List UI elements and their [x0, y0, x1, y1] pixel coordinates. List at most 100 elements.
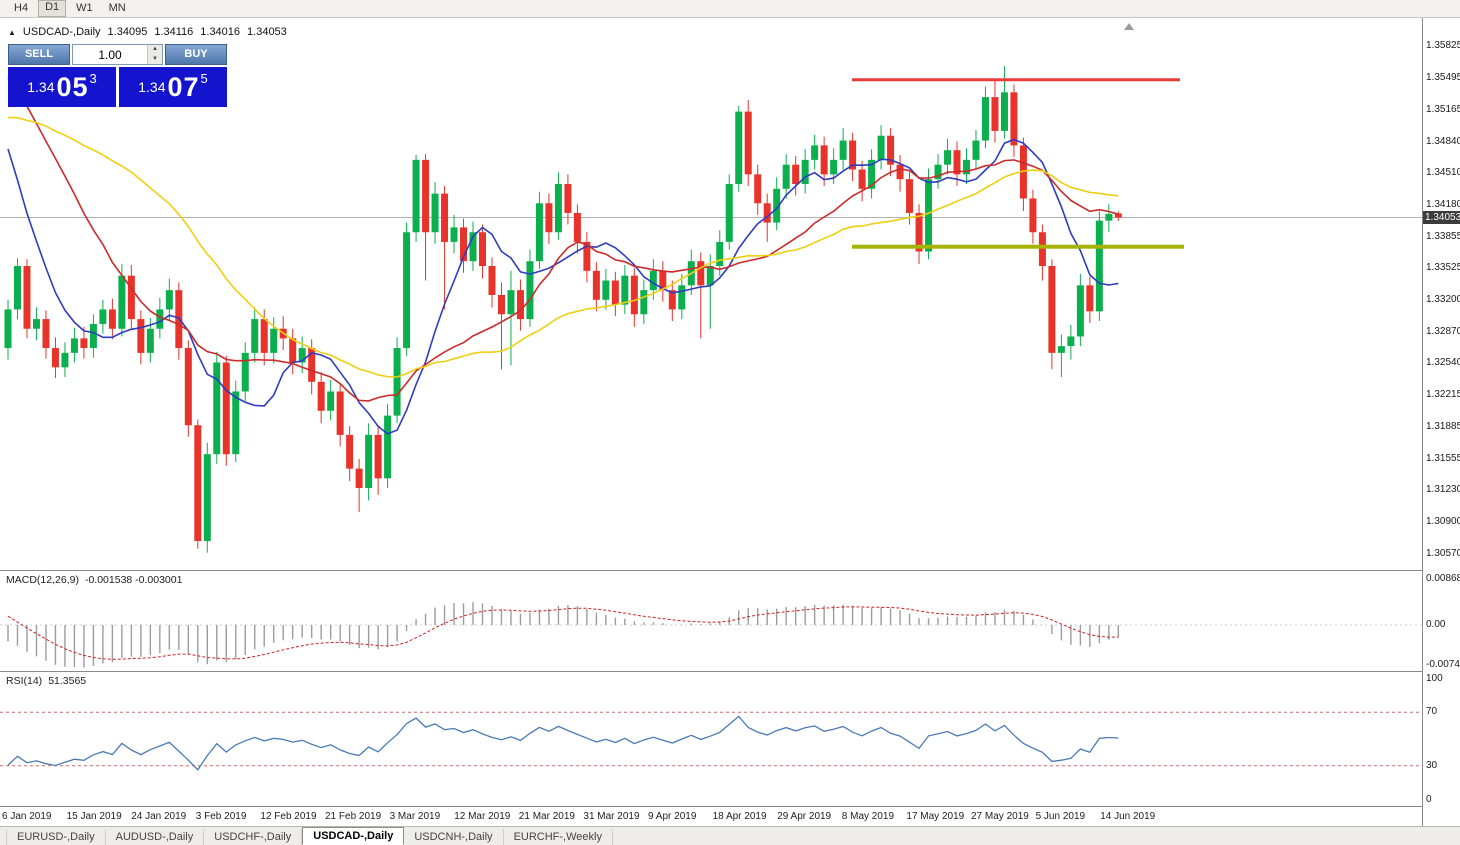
- candle-bull: [1067, 336, 1075, 347]
- candle-bear: [289, 338, 297, 363]
- candle-bear: [564, 183, 572, 213]
- candle-bull: [450, 227, 458, 242]
- moving-average-slow-line: [7, 116, 1119, 378]
- candle-bear: [460, 227, 468, 262]
- chart-tab-audusd-daily[interactable]: AUDUSD-,Daily: [106, 829, 205, 845]
- price-axis-label: 1.35825: [1426, 40, 1460, 52]
- volume-input[interactable]: [73, 45, 147, 64]
- candle-bull: [251, 319, 259, 353]
- volume-spin-down-icon[interactable]: ▼: [148, 54, 162, 64]
- candle-bull: [99, 309, 107, 324]
- date-axis-label: 27 May 2019: [971, 811, 1029, 822]
- candle-bull: [298, 348, 306, 363]
- candle-bear: [127, 275, 135, 320]
- date-axis-label: 15 Jan 2019: [66, 811, 122, 822]
- price-axis-label: 1.34180: [1426, 199, 1460, 211]
- sell-price-display[interactable]: 1.34 05 3: [8, 67, 116, 107]
- candle-bull: [469, 232, 477, 262]
- pane-separator[interactable]: [0, 671, 1460, 672]
- buy-price-display[interactable]: 1.34 07 5: [119, 67, 227, 107]
- candle-bull: [773, 188, 781, 223]
- timeframe-button-mn[interactable]: MN: [108, 2, 126, 14]
- main-chart-canvas[interactable]: [0, 18, 1422, 570]
- candle-bear: [346, 434, 354, 469]
- date-axis-label: 17 May 2019: [906, 811, 965, 822]
- candle-bull: [1000, 92, 1008, 131]
- resistance-line[interactable]: [852, 78, 1180, 82]
- collapse-panel-icon[interactable]: ▲: [8, 27, 16, 37]
- chart-tab-usdchf-daily[interactable]: USDCHF-,Daily: [204, 829, 303, 845]
- candle-bull: [801, 159, 809, 184]
- rsi-name: RSI(14): [6, 675, 43, 687]
- date-axis[interactable]: 6 Jan 2019 15 Jan 2019 24 Jan 2019 3 Feb 20…: [0, 806, 1422, 826]
- price-axis-label: 1.33525: [1426, 262, 1460, 274]
- date-axis-label: 5 Jun 2019: [1035, 811, 1086, 822]
- moving-average-mid-line: [7, 77, 1119, 402]
- candle-bull: [13, 266, 21, 310]
- timeframe-button-d1[interactable]: D1: [38, 0, 67, 17]
- ohlc-close: 1.34053: [247, 26, 287, 38]
- price-axis-label: 1.31885: [1426, 420, 1460, 432]
- timeframe-button-h4[interactable]: H4: [14, 2, 29, 14]
- date-axis-label: 14 Jun 2019: [1100, 811, 1156, 822]
- chart-shift-marker[interactable]: [1124, 23, 1134, 30]
- candle-bull: [270, 328, 278, 353]
- candle-bull: [649, 270, 657, 291]
- price-axis-label: 1.34510: [1426, 167, 1460, 179]
- candle-bull: [393, 348, 401, 416]
- date-axis-label: 29 Apr 2019: [777, 811, 832, 822]
- candle-bull: [554, 183, 562, 233]
- candle-bear: [896, 164, 904, 180]
- candle-bear: [592, 270, 600, 300]
- one-click-trading-panel: SELL ▲ ▼ BUY 1.34 05 3 1.34: [8, 44, 227, 107]
- chart-ohlc-header: ▲ USDCAD-,Daily 1.34095 1.34116 1.34016 …: [8, 26, 287, 38]
- price-axis-label: 1.35495: [1426, 72, 1460, 84]
- rsi-pane-canvas[interactable]: [0, 672, 1422, 806]
- candle-bear: [887, 135, 895, 165]
- candle-bull: [365, 434, 373, 488]
- buy-button[interactable]: BUY: [165, 44, 227, 65]
- candle-bear: [260, 319, 268, 353]
- candle-bull: [403, 232, 411, 349]
- price-axis[interactable]: 1.34053 1.35825 1.35495 1.35165 1.34840 1.34…: [1422, 18, 1460, 826]
- chart-tab-usdcad-daily[interactable]: USDCAD-,Daily: [302, 827, 405, 845]
- macd-pane-canvas[interactable]: [0, 571, 1422, 671]
- chart-tab-eurusd-daily[interactable]: EURUSD-,Daily: [6, 829, 106, 845]
- candle-bull: [412, 159, 420, 233]
- rsi-scale-label: 0: [1426, 794, 1432, 805]
- candle-bear: [754, 174, 762, 204]
- candle-bear: [42, 319, 50, 349]
- date-axis-label: 18 Apr 2019: [712, 811, 767, 822]
- candle-bull: [811, 145, 819, 160]
- candle-bull: [1105, 213, 1113, 221]
- sell-button[interactable]: SELL: [8, 44, 70, 65]
- price-axis-label: 1.31230: [1426, 483, 1460, 495]
- pane-separator[interactable]: [0, 570, 1460, 571]
- timeframe-button-w1[interactable]: W1: [76, 2, 93, 14]
- candle-bear: [308, 348, 316, 382]
- candle-bull: [241, 352, 249, 392]
- macd-indicator-label: MACD(12,26,9) -0.001538 -0.003001: [6, 574, 182, 586]
- candle-bull: [640, 290, 648, 315]
- candle-bear: [915, 212, 923, 252]
- rsi-scale-label: 30: [1426, 759, 1438, 771]
- candle-bull: [839, 140, 847, 160]
- volume-spin-up-icon[interactable]: ▲: [148, 45, 162, 55]
- candle-bull: [4, 309, 12, 349]
- support-line[interactable]: [852, 244, 1184, 249]
- candle-bear: [545, 203, 553, 233]
- candle-bear: [697, 261, 705, 286]
- candle-bear: [630, 275, 638, 315]
- candle-bear: [1010, 92, 1018, 146]
- chart-tab-usdcnh-daily[interactable]: USDCNH-,Daily: [404, 829, 504, 845]
- candle-bull: [944, 150, 952, 165]
- candle-bear: [80, 338, 88, 349]
- price-axis-label: 1.34840: [1426, 135, 1460, 147]
- date-axis-label: 21 Feb 2019: [325, 811, 382, 822]
- rsi-value: 51.3565: [48, 675, 87, 687]
- chart-tab-eurchf-weekly[interactable]: EURCHF-,Weekly: [504, 829, 613, 845]
- date-axis-label: 8 May 2019: [841, 811, 895, 822]
- candle-bull: [877, 135, 885, 160]
- ohlc-open: 1.34095: [107, 26, 148, 38]
